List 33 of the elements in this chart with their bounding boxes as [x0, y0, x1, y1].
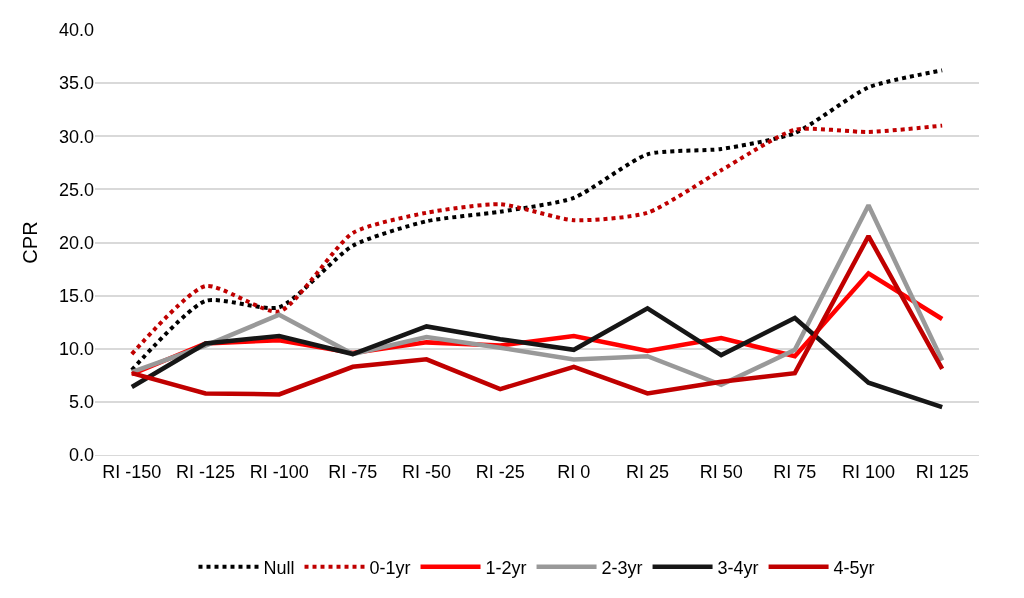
- line-series: [129, 203, 945, 388]
- x-tick-label: RI 125: [915, 461, 969, 482]
- x-tick-label: RI 75: [773, 461, 817, 482]
- x-tick-label: RI -100: [249, 461, 309, 482]
- line-series: [129, 123, 945, 357]
- line-series: [129, 306, 945, 410]
- legend-label: 3-4yr: [717, 557, 759, 578]
- x-tick-label: RI 50: [699, 461, 743, 482]
- x-tick-label: RI -50: [401, 461, 452, 482]
- x-tick-label: RI -125: [175, 461, 236, 482]
- y-tick-label: 30.0: [58, 126, 94, 147]
- x-tick-label: RI 25: [625, 461, 670, 482]
- legend-label: Null: [263, 557, 295, 578]
- y-tick-label: 35.0: [58, 73, 94, 94]
- line-series: [129, 68, 945, 372]
- x-tick-label: RI -25: [475, 461, 525, 482]
- x-tick-label: RI 0: [557, 461, 591, 482]
- legend-label: 1-2yr: [485, 557, 527, 578]
- y-tick-label: 25.0: [58, 179, 94, 200]
- y-tick-label: 0.0: [68, 445, 94, 466]
- legend-label: 4-5yr: [833, 557, 875, 578]
- legend-label: 0-1yr: [369, 557, 411, 578]
- y-tick-label: 15.0: [58, 285, 94, 306]
- line-series: [129, 233, 945, 397]
- y-tick-label: 5.0: [68, 392, 94, 413]
- x-tick-label: RI -75: [328, 461, 378, 482]
- legend-label: 2-3yr: [601, 557, 643, 578]
- y-tick-label: 40.0: [58, 20, 94, 41]
- y-tick-label: 10.0: [58, 339, 94, 360]
- x-tick-label: RI 100: [841, 461, 896, 482]
- y-tick-label: 20.0: [58, 232, 94, 253]
- x-tick-label: RI -150: [102, 461, 162, 482]
- y-axis-title: CPR: [19, 221, 42, 264]
